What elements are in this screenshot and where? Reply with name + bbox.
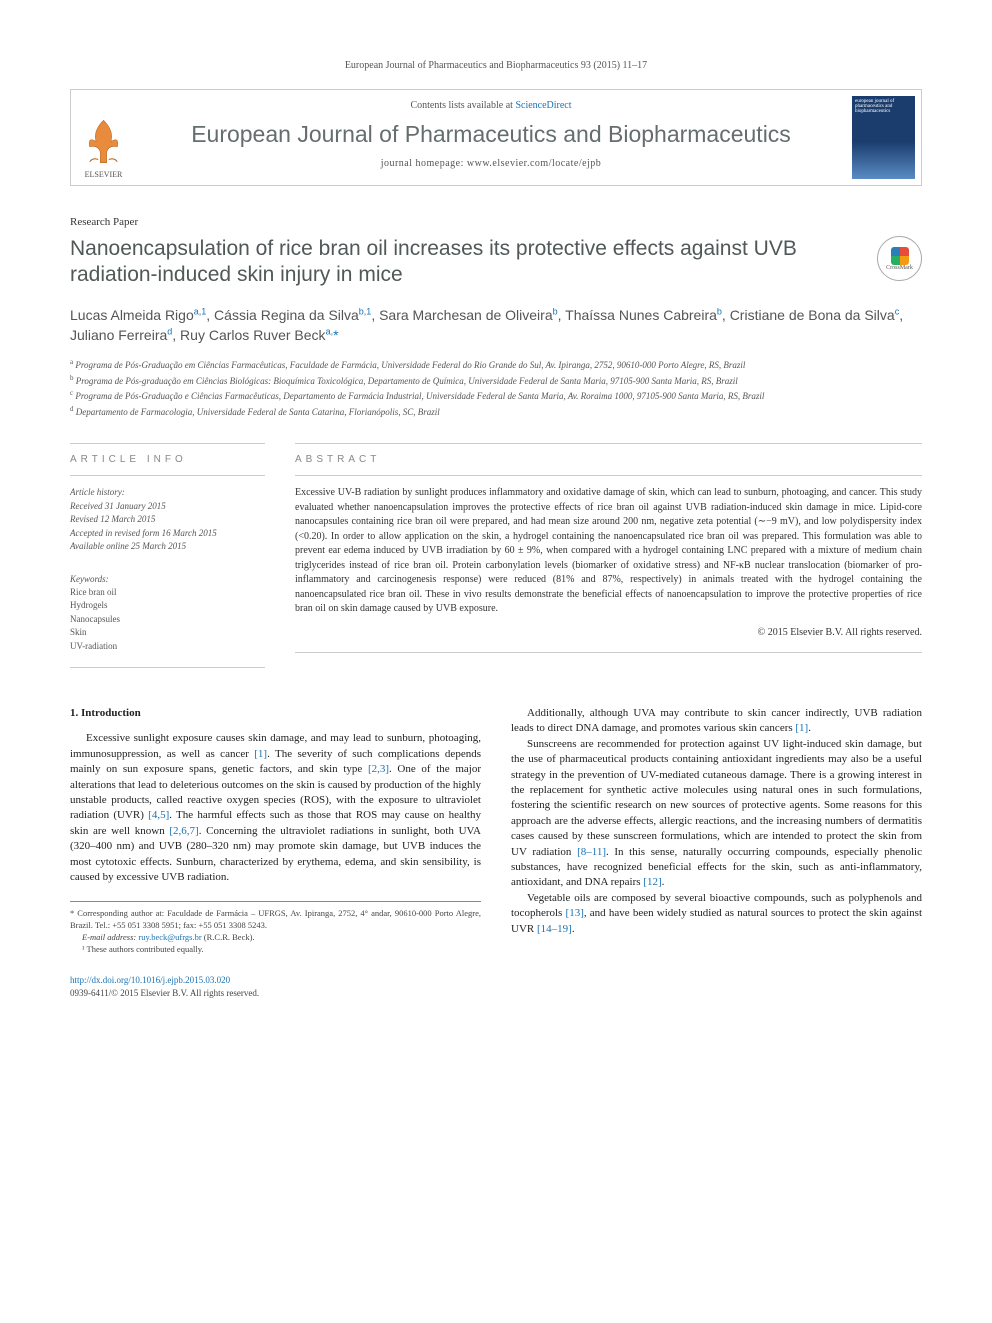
paper-title: Nanoencapsulation of rice bran oil incre… [70, 236, 867, 289]
history-item: Revised 12 March 2015 [70, 513, 265, 527]
divider [295, 652, 922, 653]
keyword: Rice bran oil [70, 586, 265, 600]
header-center: Contents lists available at ScienceDirec… [136, 90, 846, 185]
keyword: Nanocapsules [70, 613, 265, 627]
elsevier-tree-icon [77, 115, 130, 168]
crossmark-icon [891, 247, 909, 265]
journal-header: ELSEVIER Contents lists available at Sci… [70, 89, 922, 186]
publisher-label: ELSEVIER [77, 170, 130, 179]
crossmark-label: CrossMark [886, 265, 913, 271]
body-paragraph: Sunscreens are recommended for protectio… [511, 737, 922, 891]
history-label: Article history: [70, 486, 265, 500]
body-paragraph: Excessive sunlight exposure causes skin … [70, 731, 481, 885]
affiliations: a Programa de Pós-Graduação em Ciências … [70, 357, 922, 419]
issn-line: 0939-6411/© 2015 Elsevier B.V. All right… [70, 988, 259, 998]
article-info-col: ARTICLE INFO Article history: Received 3… [70, 437, 265, 678]
body-paragraph: Additionally, although UVA may contribut… [511, 706, 922, 737]
body-paragraph: Vegetable oils are composed by several b… [511, 891, 922, 937]
contents-line: Contents lists available at ScienceDirec… [144, 100, 838, 111]
title-row: Nanoencapsulation of rice bran oil incre… [70, 236, 922, 305]
affiliation: b Programa de Pós-graduação em Ciências … [70, 373, 922, 389]
affiliation: a Programa de Pós-Graduação em Ciências … [70, 357, 922, 373]
intro-heading: 1. Introduction [70, 706, 481, 721]
abstract-col: ABSTRACT Excessive UV-B radiation by sun… [295, 437, 922, 678]
paper-type: Research Paper [70, 216, 922, 228]
journal-cover-thumb: european journal of pharmaceutics and bi… [852, 96, 915, 179]
divider [295, 443, 922, 444]
history-item: Received 31 January 2015 [70, 500, 265, 514]
footnotes: * Corresponding author at: Faculdade de … [70, 901, 481, 956]
history-item: Available online 25 March 2015 [70, 540, 265, 554]
body-col-left: 1. Introduction Excessive sunlight expos… [70, 706, 481, 999]
homepage-prefix: journal homepage: [381, 158, 467, 169]
body-col-right: Additionally, although UVA may contribut… [511, 706, 922, 999]
keywords-label: Keywords: [70, 574, 265, 584]
journal-name: European Journal of Pharmaceutics and Bi… [144, 121, 838, 148]
doi-link[interactable]: http://dx.doi.org/10.1016/j.ejpb.2015.03… [70, 975, 230, 985]
body-columns: 1. Introduction Excessive sunlight expos… [70, 706, 922, 999]
keyword: Hydrogels [70, 599, 265, 613]
crossmark-badge[interactable]: CrossMark [877, 236, 922, 281]
email-link[interactable]: ruy.beck@ufrgs.br [138, 932, 201, 942]
email-suffix: (R.C.R. Beck). [202, 932, 255, 942]
homepage-line: journal homepage: www.elsevier.com/locat… [144, 158, 838, 169]
authors-list: Lucas Almeida Rigoa,1, Cássia Regina da … [70, 305, 922, 346]
publisher-logo-block: ELSEVIER [71, 90, 136, 185]
cover-thumb-block: european journal of pharmaceutics and bi… [846, 90, 921, 185]
corresponding-author-note: * Corresponding author at: Faculdade de … [70, 908, 481, 932]
divider [295, 475, 922, 476]
divider [70, 667, 265, 668]
equal-contrib-note: ¹ These authors contributed equally. [70, 944, 481, 956]
divider [70, 443, 265, 444]
keyword: Skin [70, 626, 265, 640]
page-footer: http://dx.doi.org/10.1016/j.ejpb.2015.03… [70, 974, 481, 999]
affiliation: d Departamento de Farmacologia, Universi… [70, 404, 922, 420]
article-history: Article history: Received 31 January 201… [70, 486, 265, 554]
journal-reference: European Journal of Pharmaceutics and Bi… [70, 60, 922, 71]
info-abstract-row: ARTICLE INFO Article history: Received 3… [70, 437, 922, 678]
divider [70, 475, 265, 476]
page: European Journal of Pharmaceutics and Bi… [0, 0, 992, 1039]
article-info-label: ARTICLE INFO [70, 454, 265, 465]
abstract-copyright: © 2015 Elsevier B.V. All rights reserved… [295, 627, 922, 638]
email-line: E-mail address: ruy.beck@ufrgs.br (R.C.R… [70, 932, 481, 944]
abstract-text: Excessive UV-B radiation by sunlight pro… [295, 486, 922, 617]
contents-prefix: Contents lists available at [410, 100, 515, 111]
affiliation: c Programa de Pós-Graduação e Ciências F… [70, 388, 922, 404]
keywords: Rice bran oilHydrogelsNanocapsulesSkinUV… [70, 586, 265, 654]
abstract-label: ABSTRACT [295, 454, 922, 465]
keyword: UV-radiation [70, 640, 265, 654]
sciencedirect-link[interactable]: ScienceDirect [515, 100, 571, 111]
email-label: E-mail address: [82, 932, 138, 942]
history-item: Accepted in revised form 16 March 2015 [70, 527, 265, 541]
homepage-url: www.elsevier.com/locate/ejpb [467, 158, 601, 169]
